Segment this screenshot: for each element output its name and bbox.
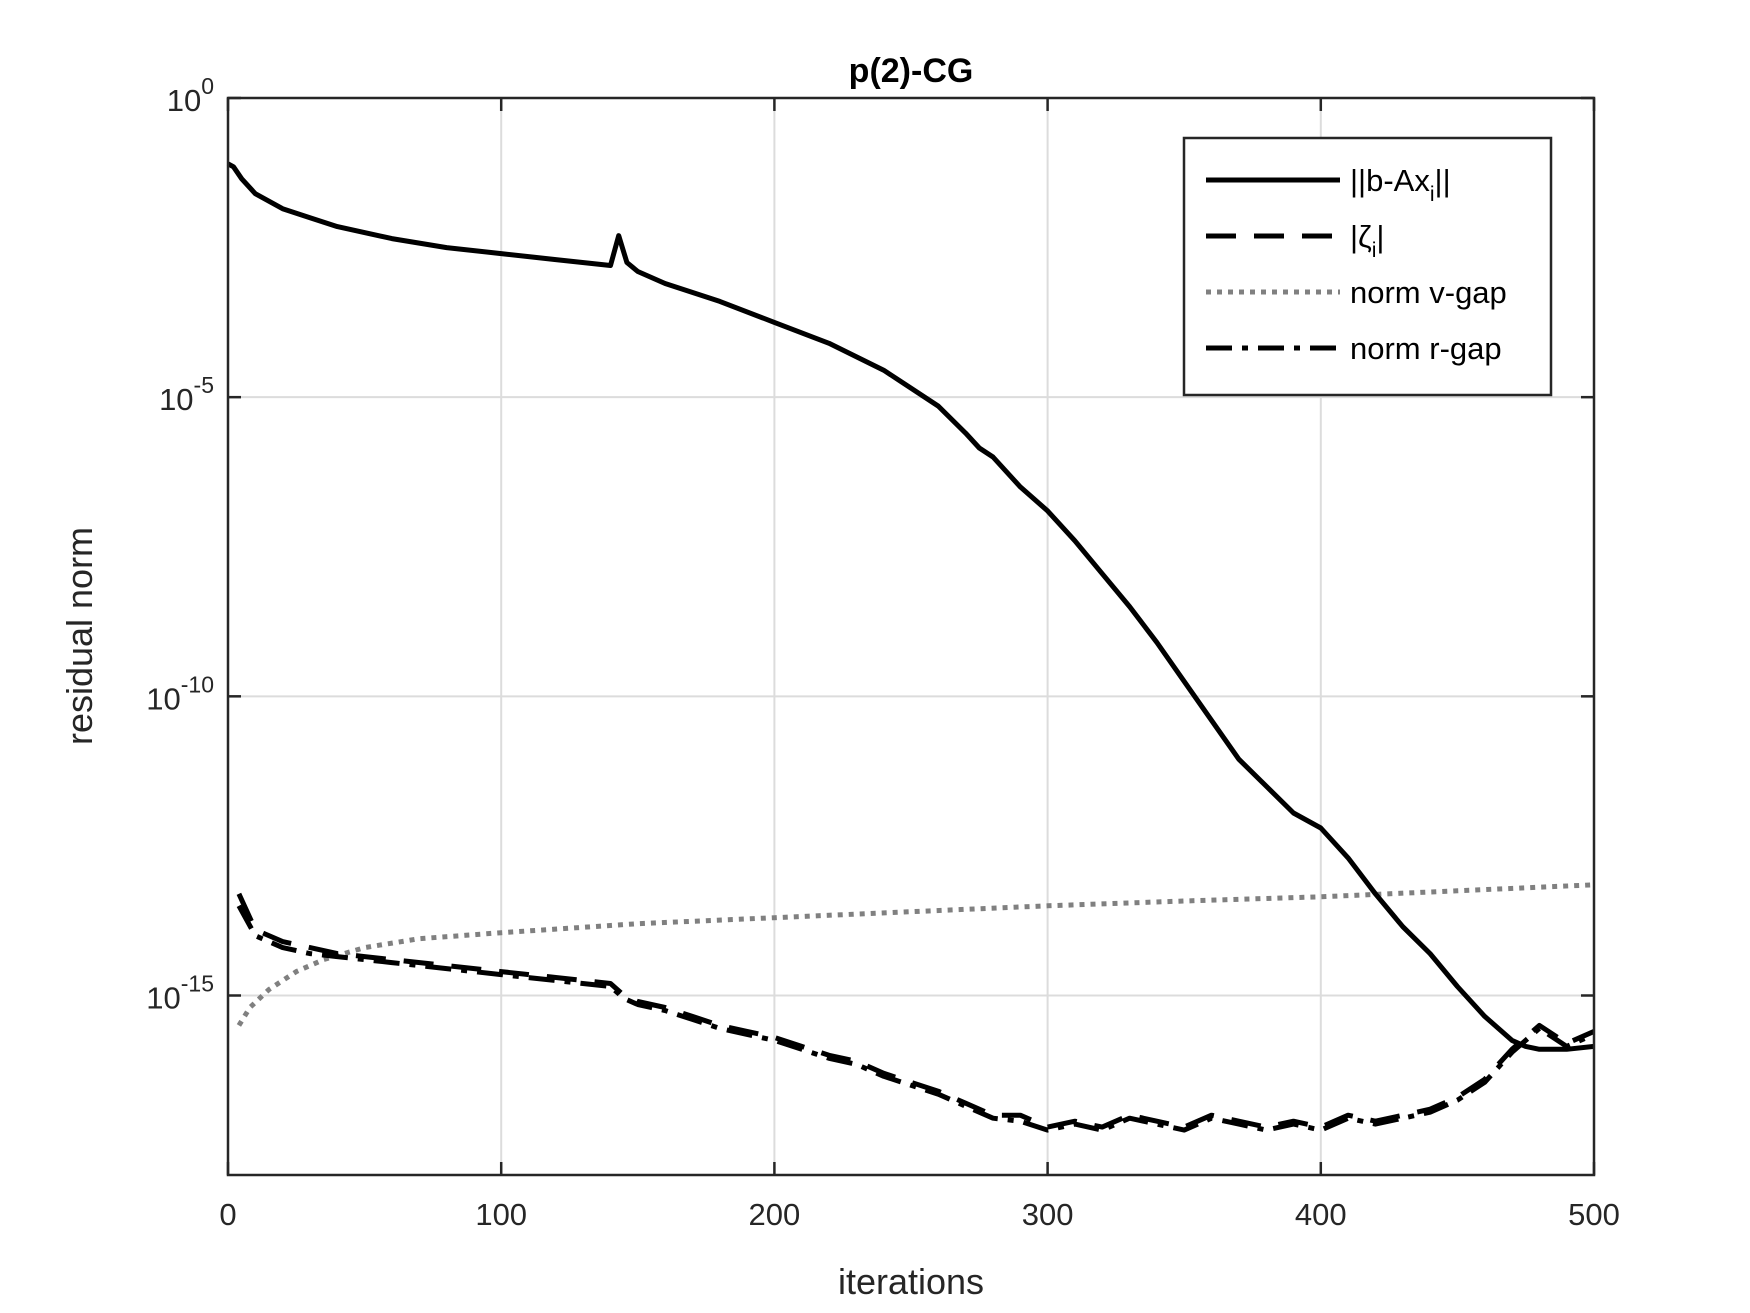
legend-label: |ζi| [1350, 219, 1384, 262]
y-tick-label: 100 [167, 73, 214, 118]
legend-label: ||b-Axi|| [1350, 163, 1451, 206]
series-line-0 [226, 161, 1595, 1052]
x-tick-label: 100 [475, 1197, 527, 1232]
y-tick-label: 10-5 [159, 372, 214, 417]
legend: ||b-Axi|| |ζi| norm v-gap norm r-gap [1182, 136, 1553, 397]
y-tick-label: 10-15 [146, 971, 214, 1016]
chart-title: p(2)-CG [849, 52, 974, 90]
x-axis-label: iterations [838, 1261, 984, 1302]
series-layer [226, 161, 1596, 1133]
x-tick-label: 200 [749, 1197, 801, 1232]
x-tick-label: 500 [1568, 1197, 1620, 1232]
series-line-1 [236, 892, 1596, 1130]
y-axis-label: residual norm [59, 527, 100, 745]
series-line-3 [236, 904, 1596, 1133]
ticks: 0 100 200 300 400 500 100 10-5 10-10 10-15 [146, 73, 1620, 1232]
x-tick-label: 400 [1295, 1197, 1347, 1232]
x-tick-label: 300 [1022, 1197, 1074, 1232]
x-tick-label: 0 [219, 1197, 236, 1232]
plot-frame [226, 96, 1596, 1177]
legend-label: norm r-gap [1350, 331, 1502, 366]
legend-label: norm v-gap [1350, 275, 1507, 310]
grid [228, 98, 1594, 1175]
y-tick-label: 10-10 [146, 671, 214, 716]
